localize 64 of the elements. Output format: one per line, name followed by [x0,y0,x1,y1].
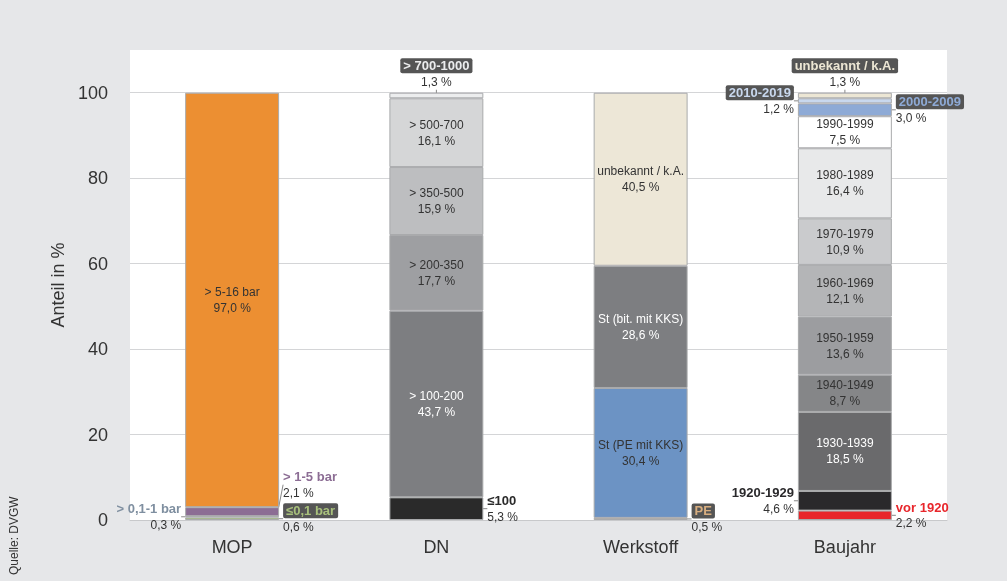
series-label: PE [694,503,713,519]
source-note: Quelle: DVGW [7,495,21,575]
x-tick-label: DN [423,537,450,557]
series-label: ≤0,1 bar [286,503,336,519]
y-tick-label: 60 [87,253,108,274]
data-label: 30,4 % [621,453,660,468]
series-label: unbekannt / k.A. [794,58,896,74]
data-label: 13,6 % [826,346,864,361]
series-label: 1940-1949 [816,378,874,393]
series-label: vor 1920 [895,499,949,515]
series-label: 1970-1979 [816,226,874,241]
data-label: 12,1 % [826,291,864,306]
x-tick-label: Werkstoff [602,537,680,557]
series-label: unbekannt / k.A. [597,164,684,179]
series-label: 2000-2009 [898,94,962,110]
series-label: 1930-1939 [816,436,874,451]
data-label: 10,9 % [826,242,864,257]
data-label: 15,9 % [417,202,456,217]
data-label: 2,2 % [895,516,927,531]
series-label: > 1-5 bar [283,469,337,485]
x-tick-label: MOP [211,537,253,557]
series-label: St (bit. mit KKS) [597,311,684,326]
series-label: > 0,1-1 bar [116,501,182,517]
series-label: > 700-1000 [403,58,470,74]
series-label: ≤100 [487,493,517,509]
series-label: 1920-1929 [731,485,794,501]
x-tick-label: Baujahr [813,537,876,557]
data-label: 0,3 % [150,517,182,532]
y-tick-label: 100 [77,82,108,103]
data-label: 40,5 % [621,180,660,195]
series-label: > 5-16 bar [204,284,260,299]
data-label: 28,6 % [621,327,660,342]
data-label: 2,1 % [283,485,315,500]
data-label: 16,4 % [826,184,864,199]
series-label: > 200-350 [409,257,464,272]
data-label: 8,7 % [829,394,861,409]
series-label: St (PE mit KKS) [597,437,684,452]
data-label: 4,6 % [763,501,795,516]
data-label: 0,5 % [691,519,723,534]
series-label: 2010-2019 [728,85,791,101]
y-tick-label: 0 [97,510,108,530]
series-label: 1960-1969 [816,275,874,290]
data-label: 16,1 % [417,133,456,148]
data-label: 17,7 % [417,273,456,288]
series-label: > 500-700 [409,117,464,132]
y-tick-label: 40 [87,339,108,360]
series-label: > 100-200 [409,389,464,403]
series-label: 1990-1999 [816,117,874,132]
series-label: 1980-1989 [816,168,874,183]
data-label: 43,7 % [417,405,456,419]
series-label: 1950-1959 [816,330,874,345]
y-tick-label: 20 [87,424,108,445]
data-label: 7,5 % [829,133,861,148]
data-label: 0,6 % [283,519,315,534]
data-label: 3,0 % [895,110,927,125]
y-axis-title: Anteil in % [48,242,69,328]
data-label: 1,3 % [829,74,861,89]
y-tick-label: 80 [87,168,108,189]
data-label: 18,5 % [826,452,864,467]
series-label: > 350-500 [409,186,464,201]
data-label: 1,3 % [421,74,453,89]
data-label: 97,0 % [213,300,252,315]
data-label: 1,2 % [763,101,795,116]
data-label: 5,3 % [487,509,519,524]
